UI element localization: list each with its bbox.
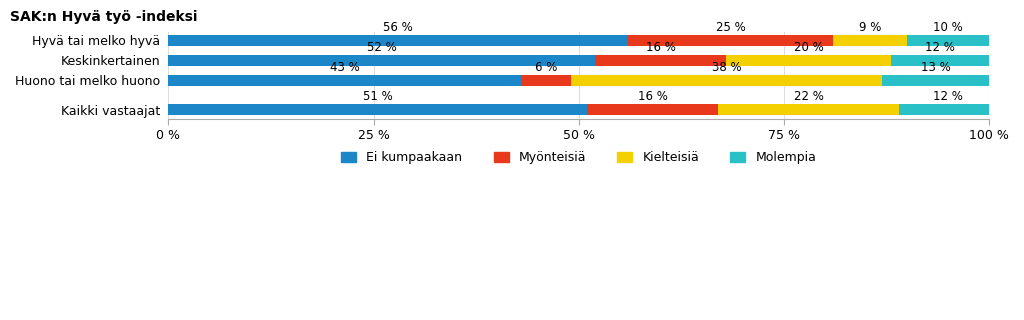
Bar [883, 75, 989, 86]
Bar [899, 104, 997, 115]
Bar [169, 104, 587, 115]
Text: 13 %: 13 % [921, 61, 950, 74]
Bar [834, 35, 907, 46]
Text: 38 %: 38 % [712, 61, 741, 74]
Text: 25 %: 25 % [716, 21, 745, 34]
Text: SAK:n Hyvä työ -indeksi: SAK:n Hyvä työ -indeksi [10, 10, 198, 24]
Bar [570, 75, 883, 86]
Text: 16 %: 16 % [638, 91, 668, 103]
Text: 12 %: 12 % [933, 91, 963, 103]
Bar [169, 55, 595, 66]
Text: 52 %: 52 % [367, 41, 396, 54]
Bar [595, 55, 726, 66]
Bar [169, 75, 521, 86]
Legend: Ei kumpaakaan, Myönteisiä, Kielteisiä, Molempia: Ei kumpaakaan, Myönteisiä, Kielteisiä, M… [341, 151, 816, 164]
Bar [169, 35, 628, 46]
Bar [587, 104, 718, 115]
Bar [726, 55, 891, 66]
Text: 20 %: 20 % [794, 41, 823, 54]
Bar [907, 35, 989, 46]
Text: 22 %: 22 % [794, 91, 823, 103]
Text: 43 %: 43 % [330, 61, 359, 74]
Bar [718, 104, 899, 115]
Text: 9 %: 9 % [859, 21, 882, 34]
Bar [628, 35, 834, 46]
Text: 6 %: 6 % [535, 61, 557, 74]
Text: 16 %: 16 % [646, 41, 676, 54]
Text: 10 %: 10 % [933, 21, 963, 34]
Text: 12 %: 12 % [925, 41, 954, 54]
Text: 51 %: 51 % [362, 91, 392, 103]
Bar [521, 75, 570, 86]
Bar [891, 55, 989, 66]
Text: 56 %: 56 % [383, 21, 413, 34]
